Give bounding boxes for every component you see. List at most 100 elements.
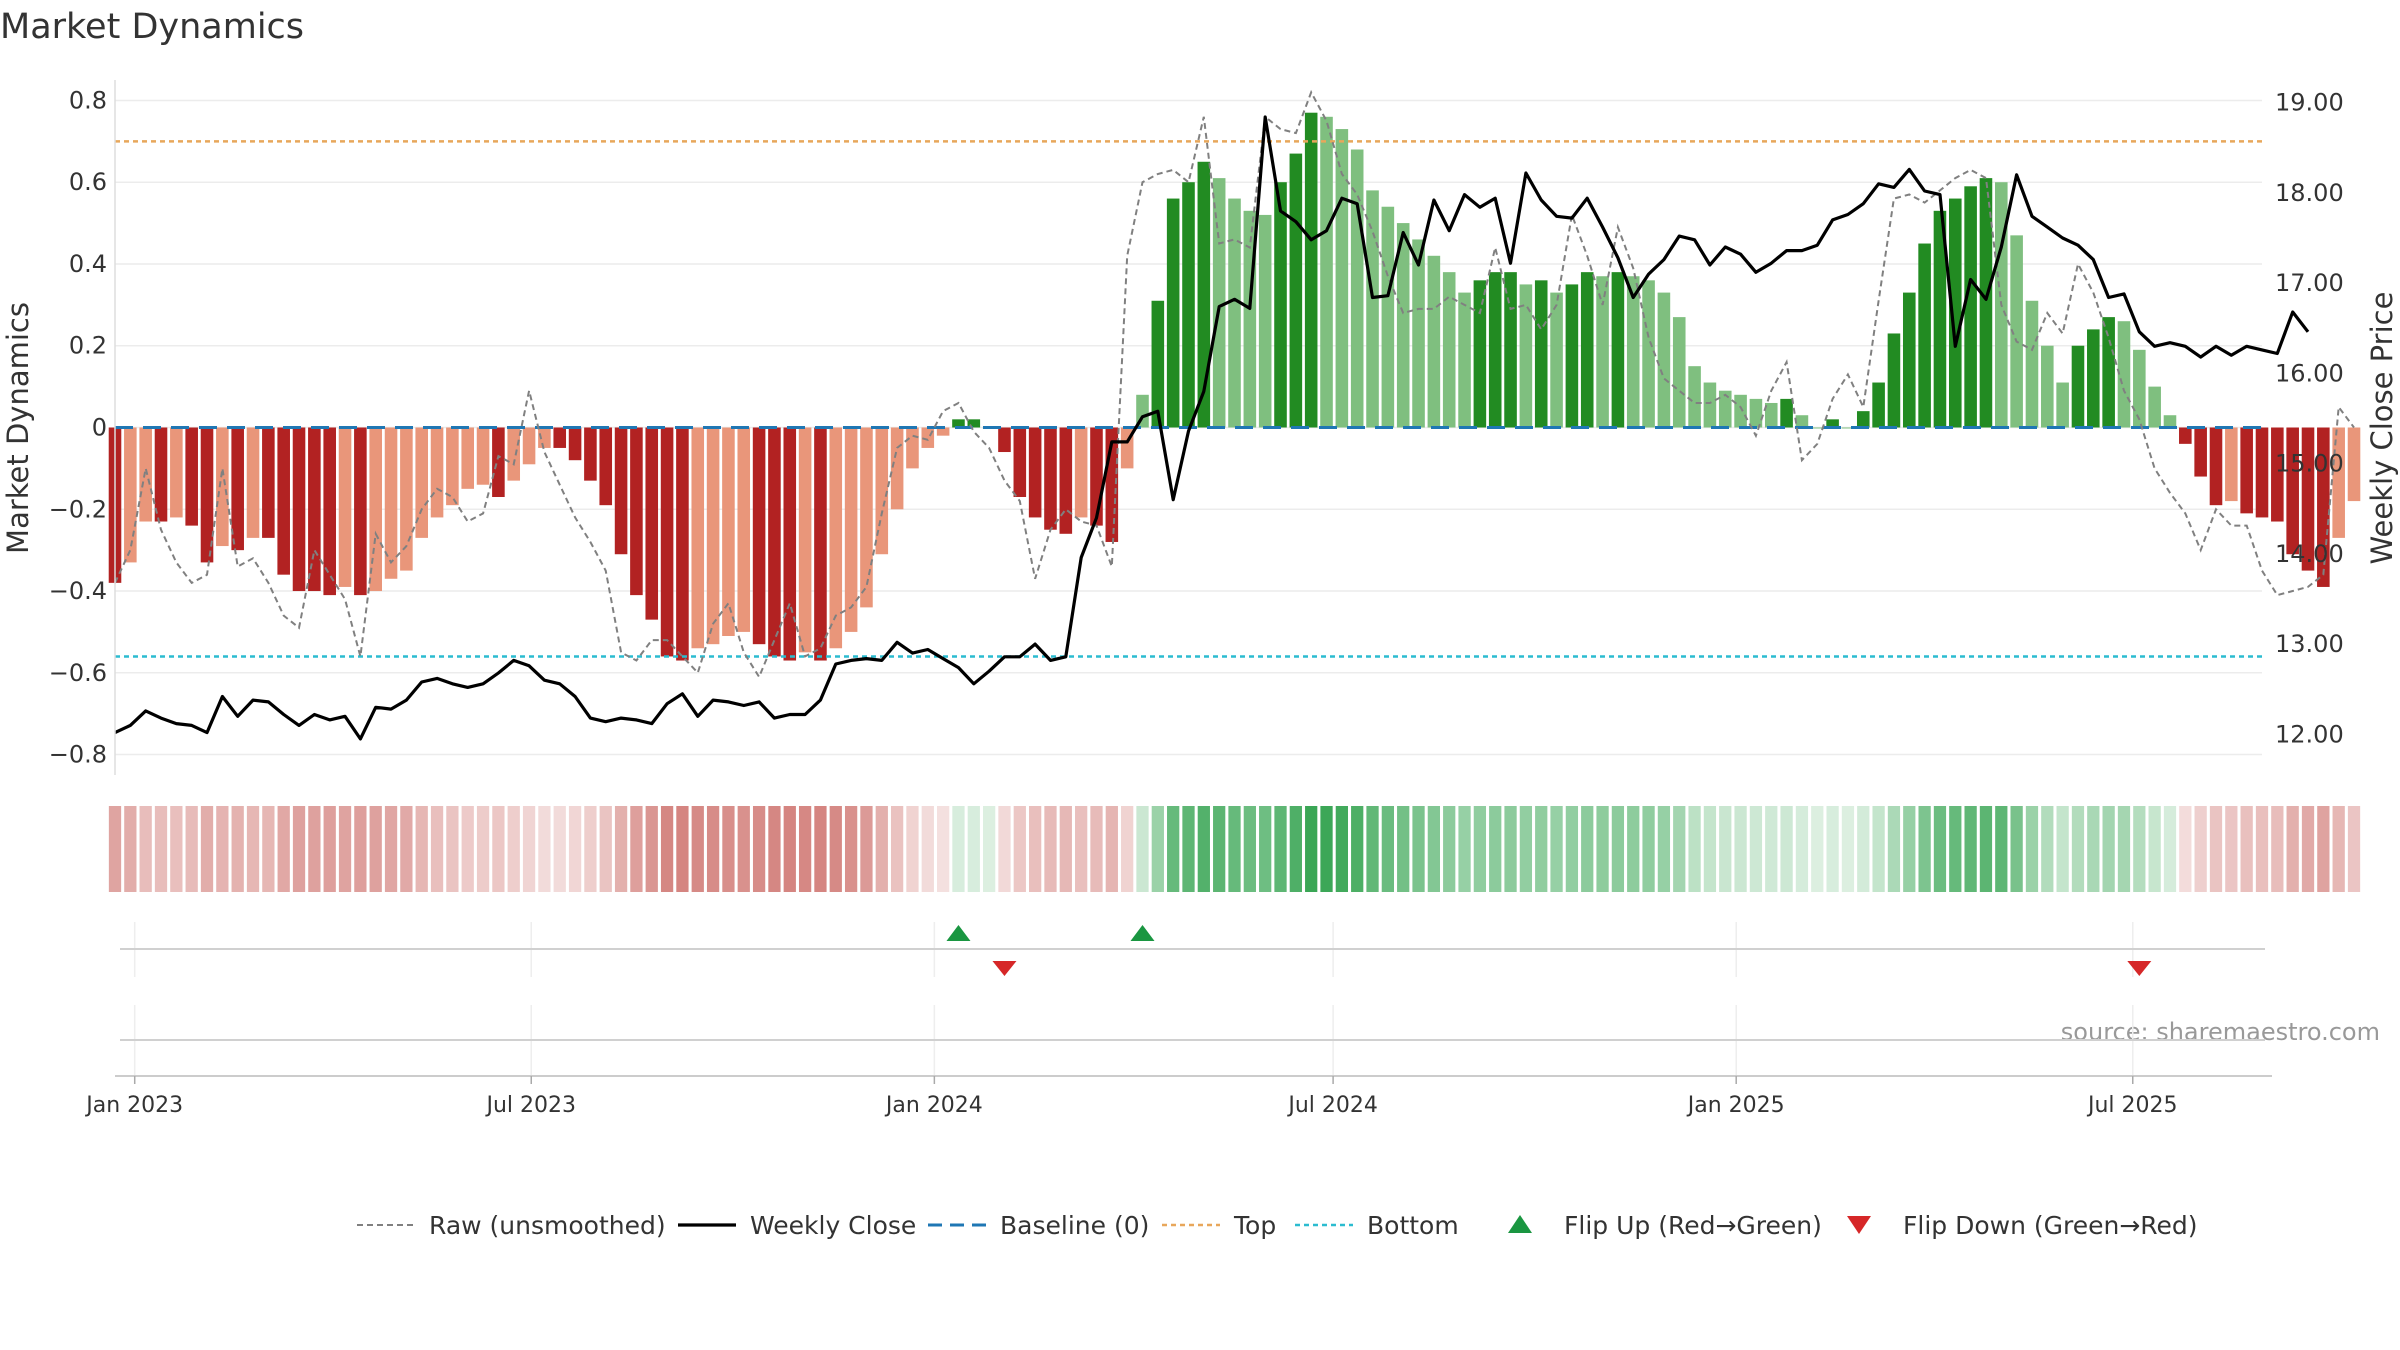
regime-cell [737, 806, 750, 892]
regime-cell [1059, 806, 1072, 892]
md-bar [2271, 427, 2284, 522]
md-bar [1458, 292, 1471, 428]
md-bar [492, 427, 505, 497]
md-bar [1826, 419, 1839, 428]
regime-strip [108, 806, 2361, 892]
md-bar [1979, 178, 1993, 428]
md-bar [1504, 272, 1517, 428]
md-bar [216, 427, 229, 547]
regime-cell [1228, 806, 1241, 892]
regime-cell [844, 806, 858, 892]
regime-cell [170, 806, 183, 892]
md-bar [1028, 427, 1042, 518]
regime-cell [277, 806, 290, 892]
regime-cell [2163, 806, 2177, 892]
md-bar [890, 427, 904, 510]
md-bar [1672, 317, 1686, 428]
regime-cell [1627, 806, 1640, 892]
regime-cell [139, 806, 152, 892]
regime-cell [1581, 806, 1594, 892]
regime-cell [1550, 806, 1563, 892]
md-bar [1059, 427, 1073, 534]
md-bar [998, 427, 1011, 453]
regime-cell [1443, 806, 1456, 892]
md-bar [1948, 198, 1962, 428]
md-bar [2225, 427, 2238, 502]
regime-cell [983, 806, 996, 892]
md-bar [584, 427, 597, 481]
md-bar [369, 427, 382, 592]
regime-cell [814, 806, 827, 892]
regime-cell [798, 806, 812, 892]
regime-cell [124, 806, 137, 892]
md-bar [860, 427, 873, 608]
md-bar [1718, 390, 1732, 428]
regime-cell [2179, 806, 2192, 892]
regime-cell [108, 806, 122, 892]
regime-cell [1305, 806, 1318, 892]
md-bar [614, 427, 628, 555]
md-bar [185, 427, 198, 526]
regime-cell [2301, 806, 2315, 892]
md-bar [1412, 239, 1425, 428]
legend-label: Flip Up (Red→Green) [1564, 1211, 1822, 1240]
md-bar [246, 427, 260, 538]
md-bar [1274, 182, 1287, 428]
md-bar [415, 427, 429, 538]
md-bar [936, 427, 950, 436]
regime-cell [1703, 806, 1717, 892]
regime-cell [1167, 806, 1180, 892]
regime-cell [1105, 806, 1118, 892]
regime-cell [783, 806, 796, 892]
md-bar [430, 427, 444, 518]
regime-cell [2209, 806, 2223, 892]
md-bar [1902, 292, 1916, 428]
md-bar [1734, 394, 1747, 428]
regime-cell [890, 806, 904, 892]
regime-cell [1688, 806, 1701, 892]
md-bar [1611, 272, 1625, 428]
regime-cell [1918, 806, 1931, 892]
regime-cell [1381, 806, 1394, 892]
regime-cell [2225, 806, 2238, 892]
regime-cell [1151, 806, 1164, 892]
regime-cell [2317, 806, 2330, 892]
regime-cell [2240, 806, 2253, 892]
bars-layer [108, 112, 2361, 661]
right-tick-label: 18.00 [2275, 179, 2344, 207]
legend-flip-up-marker [1508, 1215, 1532, 1233]
md-bar [2209, 427, 2223, 506]
md-bar [829, 427, 843, 649]
md-bar [1964, 186, 1977, 428]
md-bar [2332, 427, 2345, 538]
right-tick-label: 13.00 [2275, 630, 2344, 658]
md-bar [1013, 427, 1027, 497]
md-bar [200, 427, 214, 563]
md-bar [783, 427, 797, 661]
md-bar [1228, 198, 1241, 428]
regime-cell [1182, 806, 1195, 892]
md-bar [1626, 276, 1640, 428]
regime-cell [216, 806, 229, 892]
md-bar [1074, 427, 1088, 518]
legend-label: Raw (unsmoothed) [429, 1211, 666, 1240]
regime-cell [906, 806, 919, 892]
regime-cell [584, 806, 597, 892]
regime-cell [752, 806, 766, 892]
md-bar [2255, 427, 2269, 518]
md-bar [1550, 292, 1563, 428]
md-bar [1320, 116, 1333, 428]
regime-cell [1826, 806, 1839, 892]
md-bar [1565, 284, 1579, 428]
regime-cell [1780, 806, 1793, 892]
md-bar [1427, 255, 1441, 428]
md-bar [1366, 190, 1379, 428]
md-bar [292, 427, 306, 592]
regime-cell [1795, 806, 1809, 892]
regime-cell [1335, 806, 1348, 892]
md-bar [1166, 198, 1180, 428]
md-bar [354, 427, 367, 596]
regime-cell [1473, 806, 1487, 892]
left-tick-label: −0.2 [49, 495, 107, 523]
md-bar [1887, 333, 1901, 428]
